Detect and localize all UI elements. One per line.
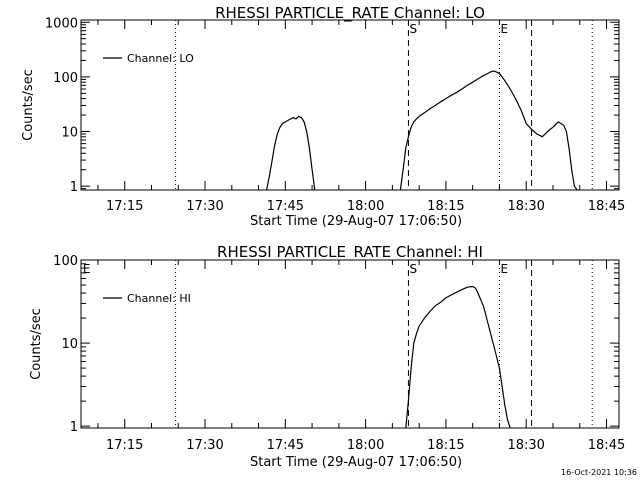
x-tick-label: 18:30 [507, 438, 544, 453]
marker-label-s: S [409, 22, 417, 36]
x-tick-label: 18:30 [507, 199, 544, 214]
y-tick-label: 1 [70, 180, 78, 195]
x-tick-label: 17:30 [186, 438, 223, 453]
legend-label: Channel: HI [127, 292, 191, 305]
x-tick-label: 18:15 [427, 199, 464, 214]
series-lines [266, 70, 580, 190]
series-line-segment [399, 70, 580, 190]
y-tick-label: 100 [53, 254, 78, 269]
x-tick-label: 17:45 [267, 199, 304, 214]
y-axis-label: Counts/sec [29, 308, 44, 380]
chart-title: RHESSI PARTICLE_RATE Channel: LO [215, 4, 485, 23]
x-tick-label: 17:45 [267, 438, 304, 453]
plot-frame [80, 19, 620, 191]
x-tick-label: 17:15 [106, 199, 143, 214]
series-line-segment [266, 115, 316, 190]
x-tick-label: 18:45 [588, 438, 625, 453]
x-axis-label: Start Time (29-Aug-07 17:06:50) [250, 214, 462, 229]
y-tick-label: 10 [61, 337, 78, 352]
x-axis-label: Start Time (29-Aug-07 17:06:50) [250, 455, 462, 470]
chart-title: RHESSI PARTICLE_RATE Channel: HI [217, 243, 483, 262]
x-tick-label: 18:00 [347, 438, 384, 453]
x-tick-label: 17:15 [106, 438, 143, 453]
y-tick-label: 10 [61, 126, 78, 141]
legend: Channel: HI [103, 292, 191, 305]
x-tick-label: 18:00 [347, 199, 384, 214]
legend-label: Channel: LO [127, 52, 194, 65]
x-axis: 17:15 17:30 17:45 18:00 18:15 18:30 18:45 [97, 260, 625, 453]
marker-label-e: E [83, 262, 91, 276]
marker-label-e: E [500, 22, 508, 36]
y-axis: 1 10 100 [53, 254, 619, 435]
legend: Channel: LO [103, 52, 194, 65]
x-tick-label: 17:30 [186, 199, 223, 214]
x-tick-label: 18:15 [427, 438, 464, 453]
marker-label-e: E [500, 262, 508, 276]
footer-timestamp: 16-Oct-2021 10:36 [561, 468, 637, 477]
y-tick-label: 100 [53, 71, 78, 86]
series-lines [405, 285, 511, 428]
y-axis: 1 10 100 1000 [45, 16, 619, 195]
marker-label-s: S [409, 262, 417, 276]
panel-lo-channel: RHESSI PARTICLE_RATE Channel: LO 1 10 100 10… [21, 4, 625, 229]
reference-lines: S EE [83, 260, 593, 428]
panel-hi-channel: RHESSI PARTICLE_RATE Channel: HI 1 10 100 Co… [29, 243, 625, 470]
y-tick-label: 1000 [45, 16, 78, 31]
plot-frame [80, 259, 620, 429]
series-line-segment [405, 285, 511, 428]
y-axis-label: Counts/sec [21, 69, 36, 141]
x-tick-label: 18:45 [588, 199, 625, 214]
y-tick-label: 1 [70, 420, 78, 435]
x-axis: 17:15 17:30 17:45 18:00 18:15 18:30 18:45 [97, 20, 625, 214]
